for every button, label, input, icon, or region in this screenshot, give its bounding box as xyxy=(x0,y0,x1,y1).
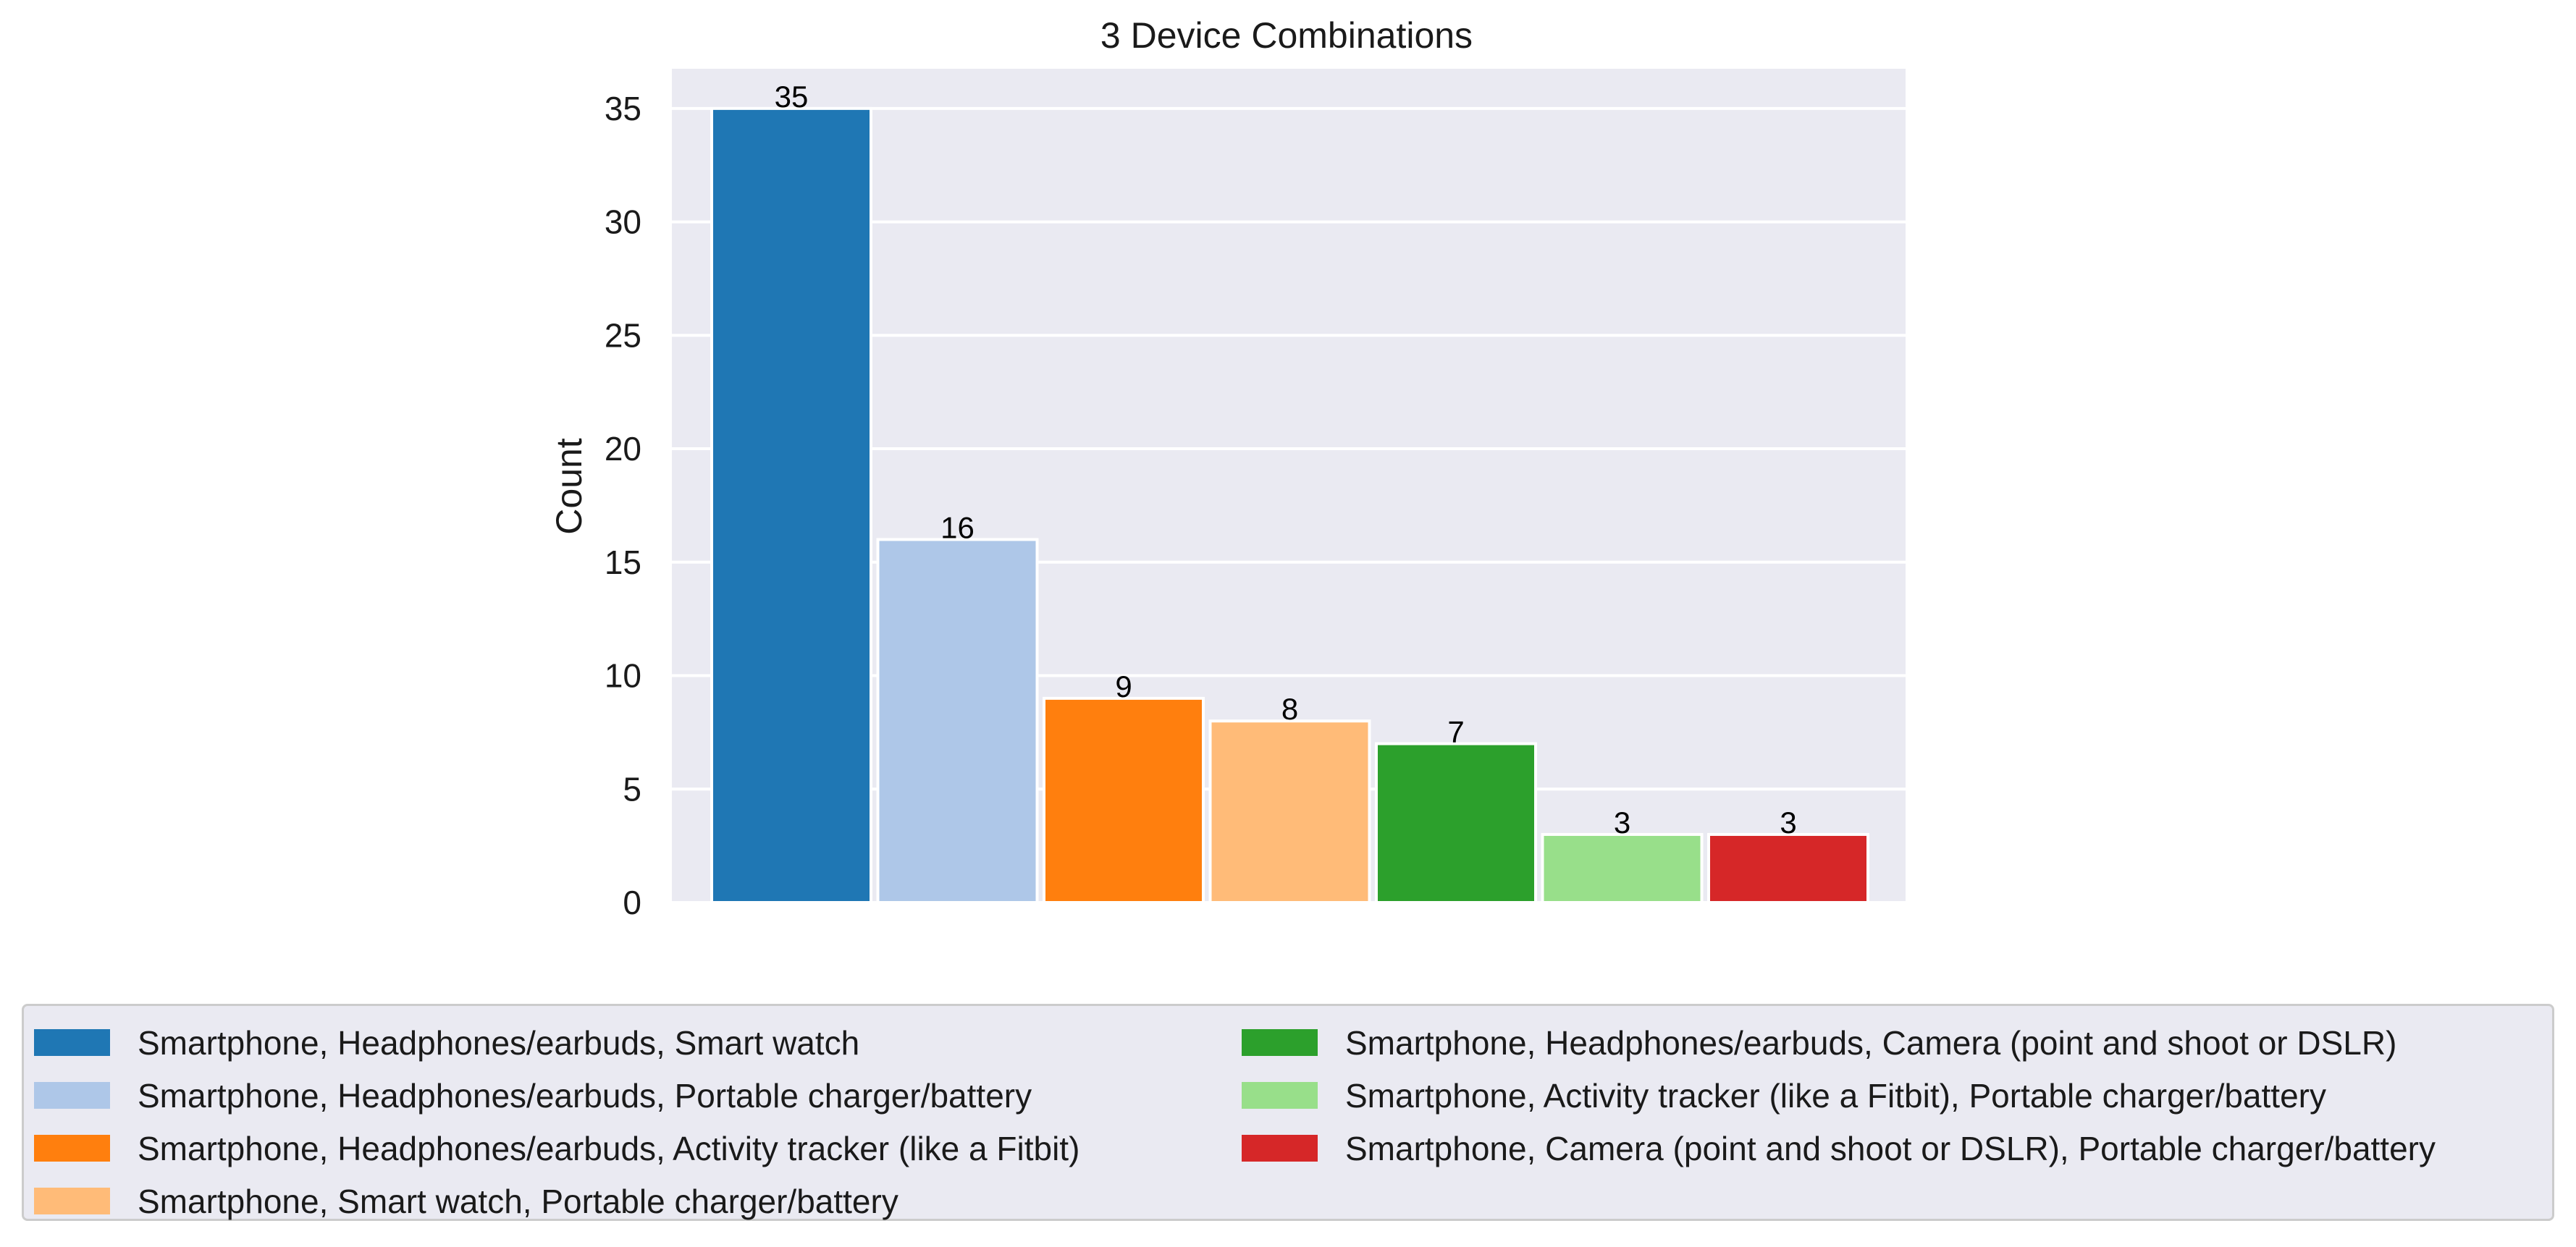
legend-item: Smartphone, Headphones/earbuds, Portable… xyxy=(34,1069,1079,1122)
y-tick-label: 25 xyxy=(605,316,641,354)
legend-label: Smartphone, Headphones/earbuds, Activity… xyxy=(138,1129,1080,1167)
y-tick-label: 15 xyxy=(605,544,641,581)
y-tick-label: 0 xyxy=(623,884,641,921)
legend-label: Smartphone, Headphones/earbuds, Smart wa… xyxy=(138,1023,860,1062)
legend-label: Smartphone, Camera (point and shoot or D… xyxy=(1345,1129,2436,1167)
legend-item: Smartphone, Smart watch, Portable charge… xyxy=(34,1175,1079,1227)
legend-column-left: Smartphone, Headphones/earbuds, Smart wa… xyxy=(34,1016,1079,1227)
bar-value-label: 16 xyxy=(940,510,975,544)
bar-value-label: 8 xyxy=(1281,692,1298,726)
legend-column-right: Smartphone, Headphones/earbuds, Camera (… xyxy=(1242,1016,2436,1175)
y-tick-label: 5 xyxy=(623,770,641,808)
bar xyxy=(1043,696,1205,904)
legend-label: Smartphone, Headphones/earbuds, Camera (… xyxy=(1345,1023,2397,1062)
bar-value-label: 35 xyxy=(775,80,809,114)
y-tick-label: 10 xyxy=(605,657,641,695)
bars xyxy=(710,106,1869,905)
legend-swatch xyxy=(34,1188,110,1214)
bar xyxy=(1541,832,1704,905)
legend-swatch xyxy=(34,1082,110,1109)
legend-swatch xyxy=(1242,1135,1318,1162)
bar xyxy=(876,538,1039,904)
y-tick-label: 35 xyxy=(605,90,641,127)
bar-value-label: 3 xyxy=(1780,806,1796,840)
legend-swatch xyxy=(34,1135,110,1162)
y-tick-label: 30 xyxy=(605,203,641,241)
legend-item: Smartphone, Activity tracker (like a Fit… xyxy=(1242,1069,2436,1122)
legend-label: Smartphone, Smart watch, Portable charge… xyxy=(138,1182,898,1220)
legend-item: Smartphone, Headphones/earbuds, Activity… xyxy=(34,1122,1079,1175)
y-tick-label: 20 xyxy=(605,430,641,468)
legend-swatch xyxy=(1242,1082,1318,1109)
legend-label: Smartphone, Headphones/earbuds, Portable… xyxy=(138,1076,1032,1115)
legend-swatch xyxy=(1242,1029,1318,1056)
bar xyxy=(710,106,872,904)
bar-value-label: 3 xyxy=(1614,806,1630,840)
legend-item: Smartphone, Camera (point and shoot or D… xyxy=(1242,1122,2436,1175)
y-axis-label: Count xyxy=(549,438,589,535)
legend-label: Smartphone, Activity tracker (like a Fit… xyxy=(1345,1076,2326,1115)
bar xyxy=(1208,719,1371,904)
legend-swatch xyxy=(34,1029,110,1056)
bar-value-label: 9 xyxy=(1115,669,1132,703)
bar xyxy=(1707,832,1869,905)
bar xyxy=(1375,742,1537,904)
legend-item: Smartphone, Headphones/earbuds, Camera (… xyxy=(1242,1016,2436,1069)
legend: Smartphone, Headphones/earbuds, Smart wa… xyxy=(22,1004,2554,1221)
bar-value-labels: 35 16 9 8 7 3 3 xyxy=(775,80,1797,840)
chart-title: 3 Device Combinations xyxy=(1100,15,1473,56)
bar-value-label: 7 xyxy=(1447,715,1464,749)
y-tick-labels: 0 5 10 15 20 25 30 35 xyxy=(605,90,641,921)
legend-item: Smartphone, Headphones/earbuds, Smart wa… xyxy=(34,1016,1079,1069)
